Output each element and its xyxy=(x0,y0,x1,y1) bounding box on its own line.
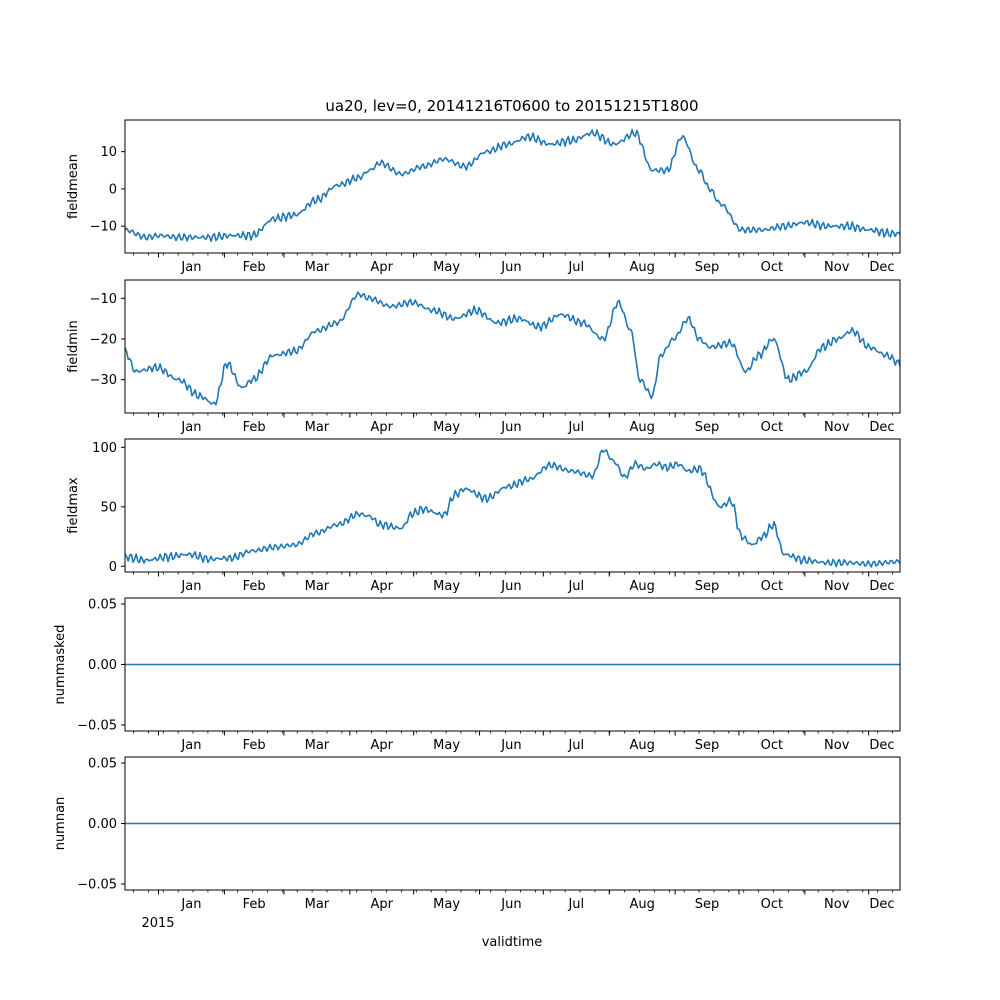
x-tick-label: Mar xyxy=(305,420,330,435)
y-tick-label: −10 xyxy=(90,220,117,235)
x-tick-label: Nov xyxy=(824,579,850,594)
x-tick-label: Apr xyxy=(370,579,393,594)
x-tick-label: Dec xyxy=(869,738,894,753)
x-tick-label: Oct xyxy=(761,579,783,594)
x-tick-label: Apr xyxy=(370,738,393,753)
x-tick-label: Jul xyxy=(567,897,584,912)
x-tick-label: Feb xyxy=(243,897,266,912)
chart-title: ua20, lev=0, 20141216T0600 to 20151215T1… xyxy=(325,97,698,115)
panel-nummasked: −0.05 0.00 0.05 nummasked Jan Feb Mar Apr May Jun… xyxy=(53,597,901,753)
x-tick-label: Sep xyxy=(695,897,720,912)
x-tick-label: Aug xyxy=(630,897,655,912)
x-tick-label: Dec xyxy=(869,579,894,594)
x-tick-label: Jul xyxy=(567,738,584,753)
y-axis-label: numnan xyxy=(53,797,68,851)
x-tick-label: Apr xyxy=(370,420,393,435)
y-tick-label: 10 xyxy=(100,145,117,160)
y-tick-label: 0 xyxy=(109,182,117,197)
x-tick-label: Sep xyxy=(695,579,720,594)
x-tick-label: Jun xyxy=(500,260,521,275)
x-tick-label: May xyxy=(433,738,460,753)
x-tick-label: Mar xyxy=(305,897,330,912)
x-tick-label: Aug xyxy=(630,738,655,753)
y-tick-label: −20 xyxy=(90,332,117,347)
panel-fieldmean: −10 0 10 fieldmean Jan Feb Mar Apr May Jun Jul Aug S… xyxy=(66,119,901,275)
subplots: −10 0 10 fieldmean Jan Feb Mar Apr May Jun Jul Aug S… xyxy=(53,119,901,912)
y-tick-label: 0.05 xyxy=(88,757,117,772)
y-axis-label: nummasked xyxy=(53,625,68,705)
x-tick-label: Jan xyxy=(180,420,201,435)
y-tick-label: 0.00 xyxy=(88,817,117,832)
x-tick-label: Sep xyxy=(695,420,720,435)
x-tick-label: Jul xyxy=(567,579,584,594)
x-tick-label: Jun xyxy=(500,420,521,435)
x-tick-label: Dec xyxy=(869,897,894,912)
x-tick-label: Jan xyxy=(180,897,201,912)
x-tick-label: Mar xyxy=(305,738,330,753)
x-tick-label: Mar xyxy=(305,260,330,275)
x-tick-label: May xyxy=(433,260,460,275)
plot-frame xyxy=(124,119,901,254)
x-tick-label: Nov xyxy=(824,260,850,275)
y-tick-label: 50 xyxy=(100,500,117,515)
x-tick-label: Oct xyxy=(761,897,783,912)
y-axis-label: fieldmin xyxy=(66,320,81,373)
x-tick-label: Jan xyxy=(180,260,201,275)
panel-fieldmin: −30 −20 −10 fieldmin Jan Feb Mar Apr May Jun Jul Au… xyxy=(66,279,901,435)
x-tick-label: Feb xyxy=(243,420,266,435)
y-axis-label: fieldmean xyxy=(66,154,81,219)
x-tick-label: Oct xyxy=(761,260,783,275)
x-tick-label: Oct xyxy=(761,420,783,435)
x-tick-label: Dec xyxy=(869,260,894,275)
x-tick-label: May xyxy=(433,897,460,912)
x-tick-label: Nov xyxy=(824,738,850,753)
x-tick-label: Jul xyxy=(567,260,584,275)
panel-fieldmax: 0 50 100 fieldmax Jan Feb Mar Apr May Jun Jul Aug Se… xyxy=(66,438,901,594)
x-tick-label: May xyxy=(433,579,460,594)
x-tick-label: Jul xyxy=(567,420,584,435)
y-tick-label: −0.05 xyxy=(77,877,117,892)
plot-frame xyxy=(124,279,901,414)
panel-numnan: −0.05 0.00 0.05 numnan Jan Feb Mar Apr May Jun Jul… xyxy=(53,756,901,912)
x-tick-label: Mar xyxy=(305,579,330,594)
x-tick-label: Jun xyxy=(500,579,521,594)
x-tick-label: Sep xyxy=(695,260,720,275)
plot-frame xyxy=(124,438,901,573)
x-axis-label: validtime xyxy=(482,935,543,950)
x-year-label: 2015 xyxy=(141,916,174,931)
x-tick-label: Sep xyxy=(695,738,720,753)
x-tick-label: Jan xyxy=(180,579,201,594)
y-tick-label: 0.05 xyxy=(88,598,117,613)
y-tick-label: −0.05 xyxy=(77,718,117,733)
y-tick-label: 100 xyxy=(92,441,117,456)
x-tick-label: Nov xyxy=(824,897,850,912)
x-tick-label: Feb xyxy=(243,738,266,753)
x-tick-label: Feb xyxy=(243,260,266,275)
x-tick-label: May xyxy=(433,420,460,435)
x-tick-label: Feb xyxy=(243,579,266,594)
x-tick-label: Aug xyxy=(630,579,655,594)
x-tick-label: Jan xyxy=(180,738,201,753)
x-tick-label: Jun xyxy=(500,897,521,912)
x-tick-label: Dec xyxy=(869,420,894,435)
x-tick-label: Aug xyxy=(630,260,655,275)
y-tick-label: −30 xyxy=(90,373,117,388)
y-axis-label: fieldmax xyxy=(66,477,81,534)
x-tick-label: Oct xyxy=(761,738,783,753)
y-tick-label: 0 xyxy=(109,560,117,575)
x-tick-label: Aug xyxy=(630,420,655,435)
y-tick-label: 0.00 xyxy=(88,658,117,673)
y-tick-label: −10 xyxy=(90,292,117,307)
series-line-fieldmin xyxy=(124,291,901,406)
x-tick-label: Jun xyxy=(500,738,521,753)
series-line-fieldmean xyxy=(124,128,901,242)
x-tick-label: Nov xyxy=(824,420,850,435)
series-line-fieldmax xyxy=(124,449,901,568)
x-tick-label: Apr xyxy=(370,897,393,912)
x-tick-label: Apr xyxy=(370,260,393,275)
